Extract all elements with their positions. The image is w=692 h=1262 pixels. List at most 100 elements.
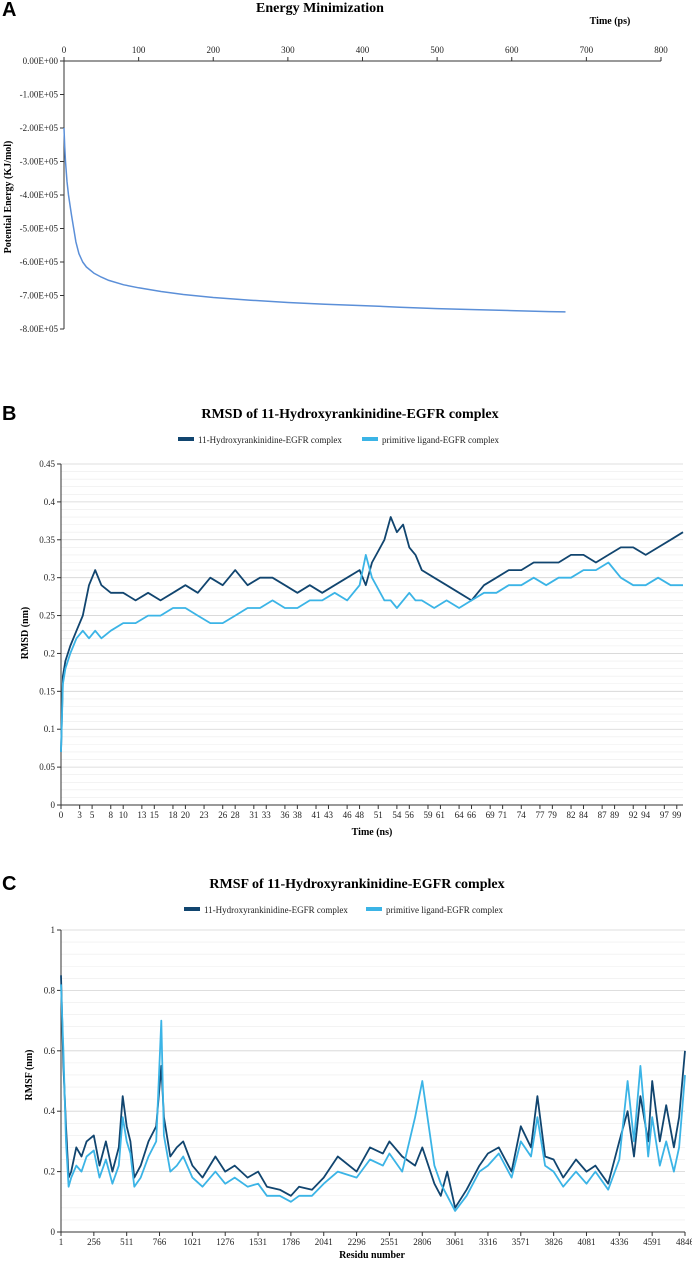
chart-c-y-tick-label: 0.8: [44, 985, 56, 995]
chart-b-x-tick-label: 23: [200, 810, 210, 820]
chart-c-x-tick-label: 3826: [545, 1237, 564, 1247]
chart-a-y-tick-label: -4.00E+05: [20, 190, 59, 200]
chart-c-x-tick-label: 2296: [348, 1237, 367, 1247]
chart-c-x-tick-label: 2806: [413, 1237, 432, 1247]
chart-c-legend-label-2: primitive ligand-EGFR complex: [386, 905, 503, 915]
chart-b-x-tick-label: 46: [343, 810, 353, 820]
chart-a-y-tick-label: -1.00E+05: [20, 90, 59, 100]
chart-b-x-tick-label: 56: [405, 810, 415, 820]
chart-b-x-tick-label: 71: [498, 810, 507, 820]
chart-b-y-tick-label: 0.35: [39, 535, 55, 545]
chart-a-y-tick-label: -8.00E+05: [20, 324, 59, 334]
chart-b-legend-label-2: primitive ligand-EGFR complex: [382, 435, 499, 445]
chart-a-x-tick-label: 300: [281, 45, 295, 55]
chart-b-x-tick-label: 3: [77, 810, 82, 820]
chart-c-x-tick-label: 4081: [577, 1237, 595, 1247]
chart-c-y-tick-label: 0.4: [44, 1106, 56, 1116]
chart-b-x-tick-label: 87: [598, 810, 608, 820]
panel-letter-b: B: [2, 403, 16, 425]
chart-c-x-tick-label: 256: [87, 1237, 101, 1247]
chart-c-series-2-line: [60, 984, 686, 1212]
chart-a-series-1-line: [63, 127, 566, 313]
chart-b-y-tick-label: 0.25: [39, 611, 55, 621]
chart-c-xlabel: Residu number: [339, 1250, 405, 1261]
chart-b-y-tick-label: 0.1: [44, 724, 55, 734]
chart-a-x-tick-label: 600: [505, 45, 519, 55]
chart-c-y-tick-label: 0.6: [44, 1046, 56, 1056]
chart-panel-c: RMSF of 11-Hydroxyrankinidine-EGFR compl…: [24, 877, 692, 1261]
chart-b-y-tick-label: 0: [51, 800, 56, 810]
chart-c-x-tick-label: 3061: [446, 1237, 464, 1247]
chart-c-y-tick-label: 0.2: [44, 1167, 55, 1177]
chart-c-x-tick-label: 1276: [216, 1237, 235, 1247]
chart-a-y-tick-label: -5.00E+05: [20, 224, 59, 234]
chart-b-x-tick-label: 13: [137, 810, 147, 820]
chart-a-x-tick-label: 500: [430, 45, 444, 55]
chart-b-series-2-line: [60, 554, 683, 753]
chart-b-y-tick-label: 0.3: [44, 573, 56, 583]
chart-a-x-tick-label: 200: [207, 45, 221, 55]
chart-b-x-tick-label: 5: [90, 810, 95, 820]
chart-b-x-tick-label: 48: [355, 810, 365, 820]
chart-b-x-tick-label: 26: [218, 810, 228, 820]
chart-c-x-tick-label: 511: [120, 1237, 133, 1247]
chart-b-x-tick-label: 79: [548, 810, 558, 820]
chart-b-x-tick-label: 31: [249, 810, 258, 820]
chart-a-y-tick-label: 0.00E+00: [23, 56, 59, 66]
panel-letter-c: C: [2, 873, 16, 895]
chart-b-x-tick-label: 94: [641, 810, 651, 820]
chart-a-y-tick-label: -3.00E+05: [20, 157, 59, 167]
chart-c-legend-swatch-2: [366, 907, 382, 911]
chart-b-x-tick-label: 69: [486, 810, 496, 820]
chart-c-x-tick-label: 1531: [249, 1237, 267, 1247]
chart-b-x-tick-label: 89: [610, 810, 620, 820]
chart-b-x-tick-label: 84: [579, 810, 589, 820]
chart-b-x-tick-label: 41: [312, 810, 321, 820]
chart-b-series-1-line: [60, 516, 684, 753]
chart-c-y-tick-label: 0: [51, 1227, 56, 1237]
chart-c-x-tick-label: 766: [153, 1237, 167, 1247]
chart-a-xlabel: Time (ps): [590, 16, 631, 27]
chart-a-ylabel: Potential Energy (KJ/mol): [3, 141, 14, 254]
chart-b-x-tick-label: 54: [392, 810, 402, 820]
chart-c-x-tick-label: 2551: [380, 1237, 398, 1247]
chart-a-y-tick-label: -7.00E+05: [20, 291, 59, 301]
chart-c-legend-label-1: 11-Hydroxyrankinidine-EGFR complex: [204, 905, 348, 915]
chart-b-ylabel: RMSD (nm): [20, 607, 31, 660]
chart-a-x-tick-label: 100: [132, 45, 146, 55]
chart-b-legend-swatch-1: [178, 437, 194, 441]
chart-c-x-tick-label: 2041: [315, 1237, 333, 1247]
chart-b-x-tick-label: 20: [181, 810, 191, 820]
chart-b-x-tick-label: 64: [455, 810, 465, 820]
chart-b-x-tick-label: 74: [517, 810, 527, 820]
chart-b-x-tick-label: 28: [231, 810, 241, 820]
chart-b-x-tick-label: 77: [535, 810, 545, 820]
chart-c-title: RMSF of 11-Hydroxyrankinidine-EGFR compl…: [209, 877, 504, 892]
chart-b-x-tick-label: 36: [280, 810, 290, 820]
chart-b-x-tick-label: 38: [293, 810, 303, 820]
chart-b-y-tick-label: 0.05: [39, 762, 55, 772]
chart-a-title: Energy Minimization: [256, 1, 384, 16]
chart-a-x-tick-label: 400: [356, 45, 370, 55]
chart-b-x-tick-label: 51: [374, 810, 383, 820]
chart-b-x-tick-label: 82: [567, 810, 576, 820]
chart-b-x-tick-label: 33: [262, 810, 272, 820]
chart-c-y-tick-label: 1: [51, 925, 56, 935]
chart-a-x-tick-label: 0: [62, 45, 67, 55]
chart-b-x-tick-label: 97: [660, 810, 670, 820]
chart-b-y-tick-label: 0.15: [39, 686, 55, 696]
chart-b-x-tick-label: 18: [168, 810, 178, 820]
chart-b-legend-swatch-2: [362, 437, 378, 441]
chart-b-x-tick-label: 15: [150, 810, 160, 820]
chart-b-x-tick-label: 10: [119, 810, 129, 820]
chart-c-x-tick-label: 4336: [610, 1237, 629, 1247]
chart-b-legend-label-1: 11-Hydroxyrankinidine-EGFR complex: [198, 435, 342, 445]
chart-c-x-tick-label: 4846: [676, 1237, 692, 1247]
chart-c-series-1-line: [60, 975, 686, 1209]
chart-b-x-tick-label: 0: [59, 810, 64, 820]
chart-b-x-tick-label: 43: [324, 810, 334, 820]
chart-b-x-tick-label: 99: [672, 810, 682, 820]
panel-letter-a: A: [2, 0, 16, 21]
chart-a-y-tick-label: -2.00E+05: [20, 123, 59, 133]
